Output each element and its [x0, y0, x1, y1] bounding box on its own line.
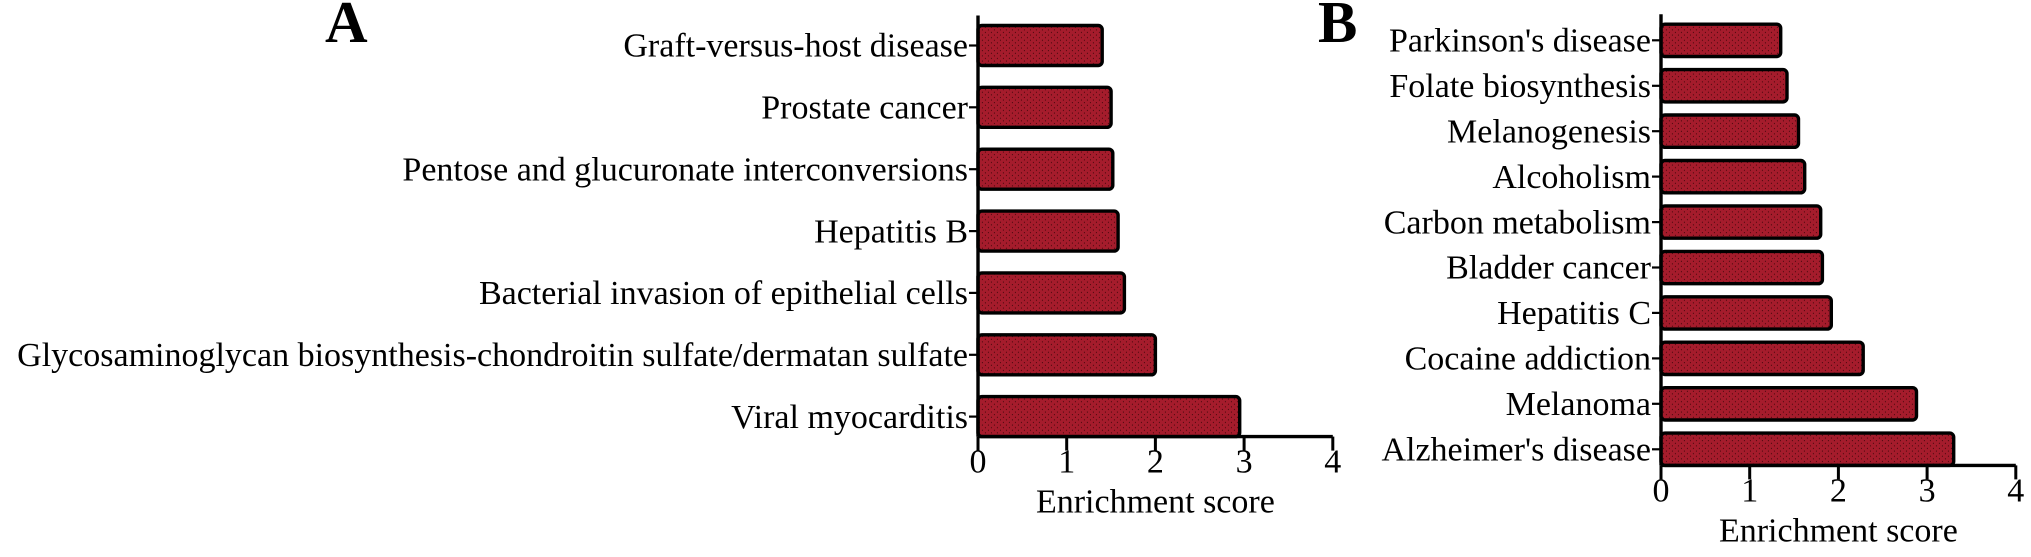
- svg-text:Melanoma: Melanoma: [1506, 386, 1651, 423]
- svg-text:Melanogenesis: Melanogenesis: [1447, 113, 1651, 150]
- svg-text:Carbon metabolism: Carbon metabolism: [1384, 204, 1651, 241]
- svg-text:Bladder cancer: Bladder cancer: [1446, 250, 1651, 287]
- svg-text:2: 2: [1830, 472, 1847, 509]
- svg-text:4: 4: [1324, 444, 1341, 481]
- svg-text:Parkinson's disease: Parkinson's disease: [1389, 23, 1651, 60]
- svg-text:Hepatitis C: Hepatitis C: [1497, 295, 1651, 332]
- svg-text:Graft-versus-host disease: Graft-versus-host disease: [623, 28, 968, 65]
- svg-text:4: 4: [2007, 472, 2024, 509]
- svg-text:Alzheimer's disease: Alzheimer's disease: [1381, 432, 1651, 469]
- svg-text:Hepatitis B: Hepatitis B: [814, 213, 968, 250]
- svg-text:Prostate cancer: Prostate cancer: [761, 90, 968, 127]
- svg-text:Pentose and glucuronate interc: Pentose and glucuronate interconversions: [402, 151, 968, 188]
- svg-text:Cocaine addiction: Cocaine addiction: [1405, 341, 1651, 378]
- svg-text:B: B: [1318, 0, 1357, 55]
- svg-text:0: 0: [1653, 472, 1670, 509]
- svg-text:1: 1: [1741, 472, 1758, 509]
- svg-text:2: 2: [1147, 444, 1164, 481]
- svg-text:A: A: [325, 0, 368, 55]
- svg-text:Glycosaminoglycan biosynthesis: Glycosaminoglycan biosynthesis-chondroit…: [17, 337, 968, 374]
- svg-text:0: 0: [970, 444, 987, 481]
- svg-text:3: 3: [1919, 472, 1936, 509]
- svg-text:Folate biosynthesis: Folate biosynthesis: [1389, 68, 1651, 105]
- svg-text:Viral myocarditis: Viral myocarditis: [731, 399, 968, 436]
- svg-text:Bacterial invasion of epitheli: Bacterial invasion of epithelial cells: [479, 275, 968, 312]
- svg-text:Alcoholism: Alcoholism: [1492, 159, 1651, 196]
- svg-text:Enrichment score: Enrichment score: [1719, 512, 1958, 549]
- svg-text:3: 3: [1236, 444, 1253, 481]
- svg-text:Enrichment score: Enrichment score: [1036, 484, 1275, 521]
- svg-text:1: 1: [1058, 444, 1075, 481]
